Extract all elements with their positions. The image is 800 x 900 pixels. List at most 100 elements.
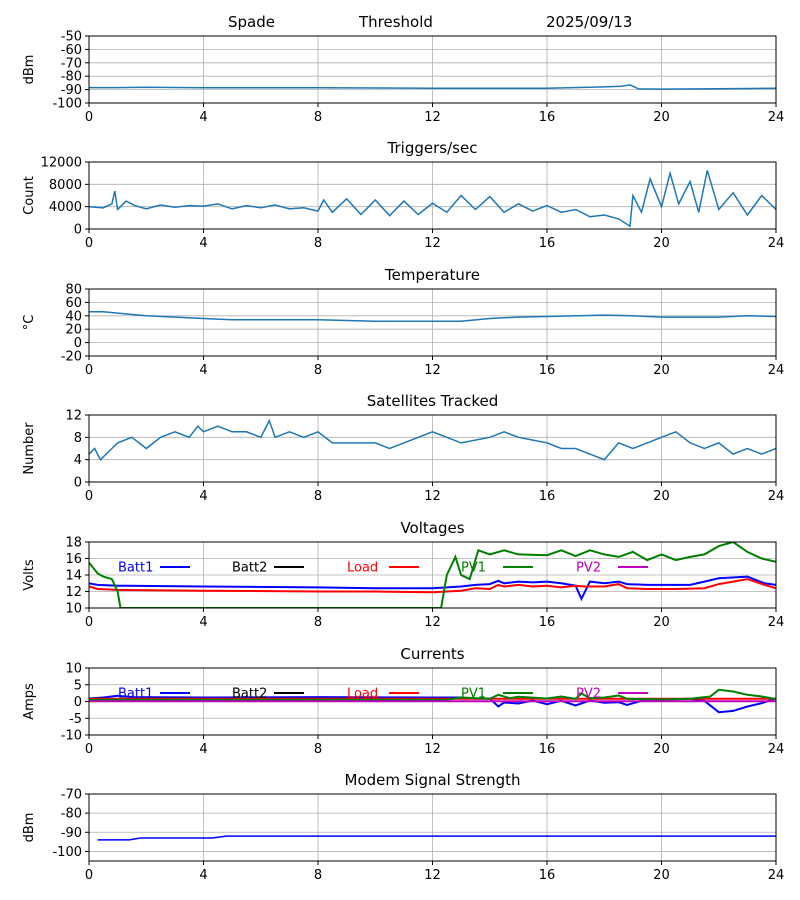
y-tick-label: 16 xyxy=(65,552,82,567)
y-tick-label: -20 xyxy=(61,350,82,365)
voltages-series-pv1 xyxy=(89,542,776,608)
y-tick-label: -80 xyxy=(61,807,82,822)
x-tick-label: 4 xyxy=(199,868,207,883)
legend-label-batt2: Batt2 xyxy=(232,561,267,576)
x-tick-label: 20 xyxy=(653,236,670,251)
x-tick-label: 12 xyxy=(424,489,441,504)
y-tick-label: 10 xyxy=(65,662,82,677)
triggers-series-line xyxy=(89,170,776,228)
panel-title: Temperature xyxy=(384,266,480,284)
y-tick-label: 5 xyxy=(74,678,82,693)
legend-label-batt1: Batt1 xyxy=(118,687,153,702)
x-tick-label: 12 xyxy=(424,742,441,757)
y-tick-label: 8000 xyxy=(49,178,82,193)
y-tick-label: 12 xyxy=(65,409,82,424)
y-axis-label: °C xyxy=(22,315,37,331)
x-tick-label: 12 xyxy=(424,110,441,125)
x-tick-label: 16 xyxy=(539,615,556,630)
currents-series-pv1 xyxy=(89,688,776,701)
triggers-panel: 0 4 8 12 16 20 24 0 4000 8000 12000 Count Triggers/s… xyxy=(22,139,784,251)
modem-series-line xyxy=(97,835,776,841)
y-tick-label: 0 xyxy=(74,223,82,238)
date-label: 2025/09/13 xyxy=(546,13,632,31)
legend-label-batt1: Batt1 xyxy=(118,561,153,576)
x-tick-label: 20 xyxy=(653,110,670,125)
x-tick-label: 12 xyxy=(424,615,441,630)
x-tick-label: 0 xyxy=(85,363,93,378)
x-tick-label: 0 xyxy=(85,742,93,757)
x-tick-label: 4 xyxy=(199,489,207,504)
y-tick-label: 10 xyxy=(65,602,82,617)
y-tick-label: -100 xyxy=(52,845,82,860)
x-tick-label: 0 xyxy=(85,110,93,125)
legend-label-pv1: PV1 xyxy=(461,687,486,702)
y-tick-label: 4 xyxy=(74,453,82,468)
x-tick-label: 20 xyxy=(653,615,670,630)
x-tick-label: 4 xyxy=(199,742,207,757)
y-tick-label: 8 xyxy=(74,431,82,446)
y-axis-label: dBm xyxy=(22,55,37,85)
voltages-series-batt1 xyxy=(89,575,776,602)
x-tick-label: 8 xyxy=(314,489,322,504)
x-tick-label: 0 xyxy=(85,489,93,504)
x-tick-label: 8 xyxy=(314,236,322,251)
panel-title: Triggers/sec xyxy=(387,139,478,157)
mode-label: Threshold xyxy=(358,13,433,31)
x-tick-label: 16 xyxy=(539,868,556,883)
y-tick-label: -70 xyxy=(61,56,82,71)
x-tick-label: 16 xyxy=(539,110,556,125)
y-tick-label: -60 xyxy=(61,43,82,58)
y-tick-label: 12000 xyxy=(41,156,82,171)
y-tick-label: -5 xyxy=(69,712,82,727)
x-tick-label: 12 xyxy=(424,363,441,378)
y-tick-label: -100 xyxy=(52,97,82,112)
x-tick-label: 24 xyxy=(768,236,785,251)
x-tick-label: 4 xyxy=(199,363,207,378)
y-axis-label: Number xyxy=(22,422,37,475)
x-tick-label: 20 xyxy=(653,868,670,883)
y-axis-label: Amps xyxy=(22,683,37,720)
x-tick-label: 12 xyxy=(424,236,441,251)
y-tick-label: 40 xyxy=(65,309,82,324)
x-tick-label: 8 xyxy=(314,110,322,125)
legend-label-pv2: PV2 xyxy=(576,687,601,702)
temperature-series-line xyxy=(89,311,776,322)
y-tick-label: 4000 xyxy=(49,200,82,215)
x-tick-label: 20 xyxy=(653,489,670,504)
threshold-panel: 0 4 8 12 16 20 24 -100-90-80-70-60-50 dBm xyxy=(22,30,784,126)
y-tick-label: 80 xyxy=(65,283,82,298)
legend-label-pv2: PV2 xyxy=(576,561,601,576)
modem-panel: 0 4 8 12 16 20 24 -100 -90 -80 -70 dBm Modem Signal … xyxy=(22,771,784,883)
y-axis-label: Count xyxy=(22,176,37,215)
x-tick-label: 8 xyxy=(314,868,322,883)
panel-title: Satellites Tracked xyxy=(367,392,498,410)
x-tick-label: 0 xyxy=(85,615,93,630)
y-tick-label: 0 xyxy=(74,336,82,351)
panel-title: Modem Signal Strength xyxy=(345,771,521,789)
y-tick-label: 0 xyxy=(74,476,82,491)
x-tick-label: 12 xyxy=(424,868,441,883)
panel-title: Voltages xyxy=(400,519,464,537)
x-tick-label: 20 xyxy=(653,363,670,378)
x-tick-label: 24 xyxy=(768,742,785,757)
x-tick-label: 8 xyxy=(314,615,322,630)
x-tick-label: 20 xyxy=(653,742,670,757)
y-tick-label: -70 xyxy=(61,788,82,803)
legend-label-pv1: PV1 xyxy=(461,561,486,576)
legend-label-batt2: Batt2 xyxy=(232,687,267,702)
y-tick-label: 60 xyxy=(65,296,82,311)
y-tick-label: 18 xyxy=(65,536,82,551)
x-tick-label: 0 xyxy=(85,868,93,883)
x-tick-label: 8 xyxy=(314,363,322,378)
x-tick-label: 0 xyxy=(85,236,93,251)
x-tick-label: 24 xyxy=(768,363,785,378)
x-tick-label: 16 xyxy=(539,489,556,504)
panel-title: Currents xyxy=(400,645,464,663)
x-tick-label: 16 xyxy=(539,363,556,378)
y-tick-label: 12 xyxy=(65,585,82,600)
